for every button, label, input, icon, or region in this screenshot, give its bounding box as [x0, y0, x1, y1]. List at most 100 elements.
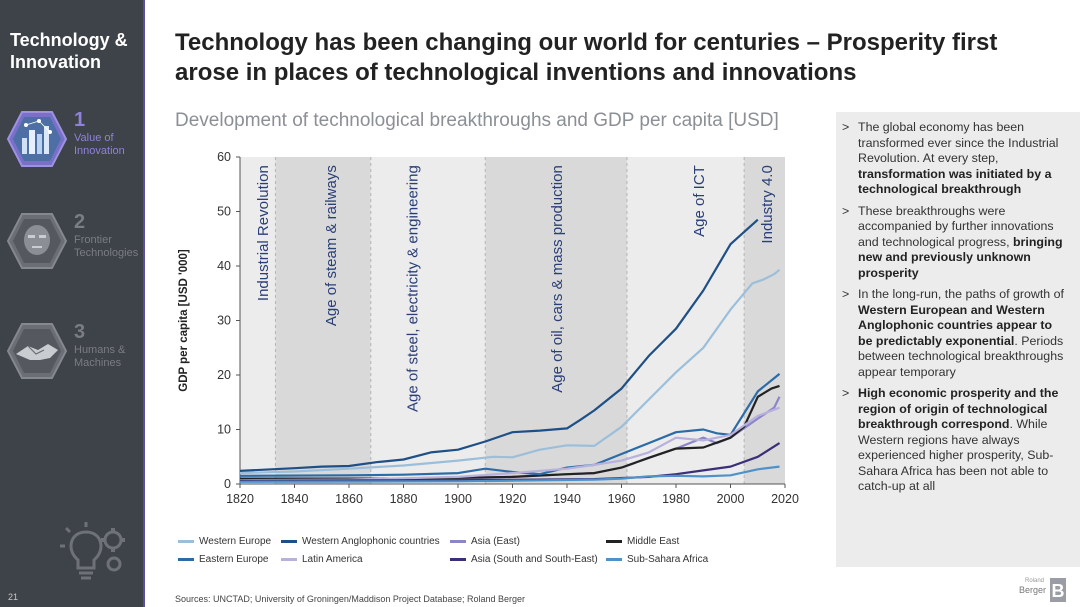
legend-label: Eastern Europe: [199, 554, 269, 565]
sidebar-item-number: 3: [74, 321, 86, 343]
legend-label: Asia (East): [471, 536, 520, 547]
legend-item: Eastern Europe: [178, 553, 269, 567]
y-tick-label: 50: [217, 205, 231, 219]
bullet-marker: >: [842, 287, 850, 301]
legend-swatch: [281, 539, 297, 543]
legend-item: Western Europe: [178, 535, 271, 549]
insights-panel: > The global economy has been transformed…: [836, 112, 1080, 567]
handshake-icon: [6, 323, 68, 379]
chart-legend: Western Europe Western Anglophonic count…: [178, 535, 818, 571]
era-band: [275, 157, 371, 484]
legend-item: Western Anglophonic countries: [281, 535, 440, 549]
insight-bullet: > The global economy has been transformed…: [842, 120, 1070, 198]
y-tick-label: 40: [217, 259, 231, 273]
legend-label: Asia (South and South-East): [471, 554, 598, 565]
legend-item: Latin America: [281, 553, 363, 567]
legend-swatch: [178, 539, 194, 543]
roland-berger-logo: Roland Berger B: [1008, 578, 1068, 602]
x-tick-label: 2020: [771, 492, 799, 506]
insight-bullet: > These breakthroughs were accompanied by…: [842, 204, 1070, 282]
legend-item: Sub-Sahara Africa: [606, 553, 708, 567]
logo-small-text: Roland: [1024, 578, 1044, 584]
bullet-marker: >: [842, 203, 850, 218]
legend-swatch: [281, 557, 297, 561]
legend-swatch: [606, 557, 622, 561]
legend-item: Middle East: [606, 535, 679, 549]
bullet-text: . Periods between technological breakthr…: [858, 333, 1064, 379]
bullet-text: In the long-run, the paths of growth of: [858, 287, 1064, 301]
chart-title: Development of technological breakthroug…: [175, 110, 779, 131]
x-tick-label: 1900: [444, 492, 472, 506]
era-band: [744, 157, 785, 484]
legend-label: Western Europe: [199, 536, 272, 547]
sidebar-item-label: Frontier Technologies: [74, 234, 139, 259]
legend-item: Asia (South and South-East): [450, 553, 598, 567]
sidebar-accent-line: [143, 0, 145, 607]
era-label: Industrial Revolution: [255, 165, 272, 301]
sidebar-item-frontier-technologies[interactable]: 2 Frontier Technologies: [6, 210, 143, 272]
x-tick-label: 1940: [553, 492, 581, 506]
insight-bullet: > High economic prosperity and the region…: [842, 386, 1070, 495]
series-line: [239, 268, 781, 475]
x-tick-label: 1820: [226, 492, 254, 506]
bullet-text-bold: High economic prosperity and the region …: [858, 386, 1059, 431]
bullet-text: . While Western regions have always expe…: [858, 417, 1054, 493]
series-line: [240, 384, 780, 480]
legend-label: Sub-Sahara Africa: [627, 554, 709, 565]
y-tick-label: 0: [224, 477, 231, 491]
logo-mark-icon: B: [1050, 578, 1066, 602]
sidebar-item-humans-machines[interactable]: 3 Humans & Machines: [6, 320, 143, 382]
svg-text:B: B: [1052, 581, 1065, 601]
sidebar-title: Technology & Innovation: [10, 30, 128, 72]
x-tick-label: 1980: [662, 492, 690, 506]
x-tick-label: 1960: [608, 492, 636, 506]
era-band: [370, 157, 486, 484]
sidebar-item-number: 1: [74, 109, 86, 131]
insight-bullet: > In the long-run, the paths of growth of…: [842, 287, 1070, 380]
legend-label: Middle East: [627, 536, 680, 547]
era-band: [626, 157, 745, 484]
legend-label: Western Anglophonic countries: [302, 536, 440, 547]
logo-name-text: Berger: [1018, 585, 1046, 595]
x-tick-label: 1860: [335, 492, 363, 506]
legend-swatch: [450, 539, 466, 543]
y-tick-label: 20: [217, 368, 231, 382]
x-tick-label: 1920: [499, 492, 527, 506]
era-label: Age of ICT: [691, 165, 708, 237]
robot-face-icon: [6, 213, 68, 269]
x-tick-label: 1840: [281, 492, 309, 506]
bullet-text-bold: Western European and Western Anglophonic…: [858, 302, 1053, 348]
legend-item: Asia (East): [450, 535, 520, 549]
sidebar-item-number: 2: [74, 211, 86, 233]
legend-label: Latin America: [302, 554, 363, 565]
era-band: [240, 157, 276, 484]
era-label: Age of oil, cars & mass production: [549, 165, 566, 393]
sidebar-item-label: Value of Innovation: [74, 132, 125, 157]
era-label: Age of steel, electricity & engineering: [405, 165, 422, 412]
series-line: [239, 406, 780, 482]
bullet-text: These breakthroughs were accompanied by …: [858, 203, 1054, 249]
era-label: Age of steam & railways: [323, 165, 340, 326]
x-tick-label: 1880: [390, 492, 418, 506]
x-tick-label: 2000: [717, 492, 745, 506]
line-chart: 1820 1840 1860 1880 1900 1920 1940 1960 1980 2000…: [178, 150, 799, 506]
insights-list: > The global economy has been transformed…: [836, 112, 1080, 495]
legend-swatch: [450, 557, 466, 561]
legend-swatch: [606, 539, 622, 543]
bullet-text-bold: bringing new and previously unknown pros…: [858, 234, 1063, 280]
lightbulb-gears-icon: [60, 522, 125, 580]
legend-swatch: [178, 557, 194, 561]
page-number: 21: [8, 592, 19, 602]
y-tick-label: 30: [217, 314, 231, 328]
bullet-text-bold: transformation was initiated by a techno…: [858, 166, 1052, 197]
era-label: Industry 4.0: [759, 165, 776, 243]
sidebar: Technology & Innovation 1 Value of Innov…: [0, 0, 145, 607]
sidebar-item-value-of-innovation[interactable]: 1 Value of Innovation: [6, 108, 143, 170]
y-tick-label: 10: [217, 423, 231, 437]
sidebar-item-label: Humans & Machines: [74, 344, 126, 369]
bullet-marker: >: [842, 120, 850, 134]
sources-note: Sources: UNCTAD; University of Groningen…: [175, 594, 525, 604]
bullet-text: The global economy has been transformed …: [858, 120, 1059, 165]
y-tick-label: 60: [217, 150, 231, 164]
y-axis-title: GDP per capita [USD '000]: [178, 249, 190, 392]
